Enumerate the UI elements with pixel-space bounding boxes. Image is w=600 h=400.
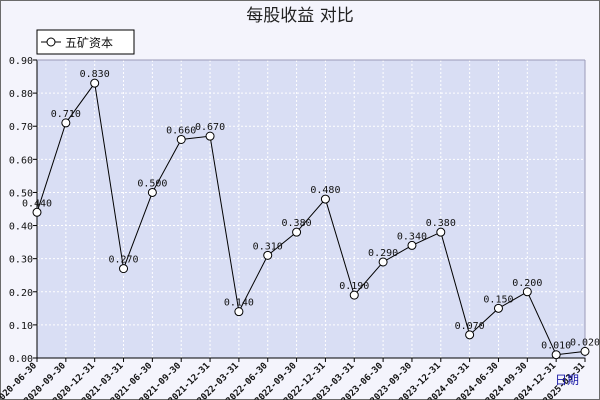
data-points (32, 78, 590, 360)
data-label: 0.440 (22, 198, 52, 209)
data-label: 0.070 (455, 321, 485, 332)
data-label: 0.340 (397, 231, 427, 242)
data-label: 0.380 (426, 218, 456, 229)
data-point (292, 227, 302, 237)
data-label: 0.290 (368, 248, 398, 259)
data-point (263, 250, 273, 260)
data-point (176, 134, 186, 144)
data-point (378, 257, 388, 267)
data-label: 0.010 (541, 341, 571, 352)
y-tick-label: 0.90 (9, 56, 33, 67)
y-tick-label: 0.80 (9, 89, 33, 100)
data-label: 0.270 (108, 255, 138, 266)
legend: 五矿资本 (36, 29, 135, 55)
data-label: 0.500 (137, 178, 167, 189)
data-label: 0.200 (512, 278, 542, 289)
data-point (234, 307, 244, 317)
y-axis-ticks: 0.00 0.10 0.20 0.30 0.40 0.50 0.60 0.70 0.80 0.90 (9, 56, 37, 365)
legend-marker-icon (46, 37, 56, 47)
data-point (119, 264, 129, 274)
y-tick-label: 0.00 (9, 354, 33, 365)
data-point (493, 303, 503, 313)
y-tick-label: 0.30 (9, 255, 33, 266)
y-tick-label: 0.40 (9, 222, 33, 233)
data-label: 0.150 (483, 294, 513, 305)
x-axis-ticks: 2020-06-302020-09-302020-12-312021-03-31… (0, 358, 587, 400)
data-label: 0.480 (310, 185, 340, 196)
x-axis-label: 日期 (555, 373, 579, 387)
data-label: 0.380 (282, 218, 312, 229)
data-point (205, 131, 215, 141)
data-point (32, 207, 42, 217)
data-point (522, 287, 532, 297)
series-line (36, 81, 586, 356)
data-point (61, 118, 71, 128)
legend-label: 五矿资本 (65, 36, 113, 50)
y-tick-label: 0.20 (9, 288, 33, 299)
data-label: 0.020 (570, 337, 600, 348)
data-label: 0.660 (166, 125, 196, 136)
data-point (349, 290, 359, 300)
data-label: 0.140 (224, 298, 254, 309)
data-point (90, 78, 100, 88)
data-point (320, 194, 330, 204)
data-label: 0.830 (80, 69, 110, 80)
y-tick-label: 0.70 (9, 122, 33, 133)
data-point (436, 227, 446, 237)
data-label: 0.670 (195, 122, 225, 133)
data-point (465, 330, 475, 340)
chart-title: 每股收益 对比 (246, 6, 353, 26)
data-label: 0.190 (339, 281, 369, 292)
data-point (580, 346, 590, 356)
data-point (551, 350, 561, 360)
y-tick-label: 0.50 (9, 188, 33, 199)
series-line-path (36, 81, 586, 356)
y-tick-label: 0.60 (9, 155, 33, 166)
data-point (407, 240, 417, 250)
data-point (147, 187, 157, 197)
data-label: 0.310 (253, 241, 283, 252)
plot-area (37, 60, 585, 358)
data-label: 0.710 (51, 109, 81, 120)
y-tick-label: 0.10 (9, 321, 33, 332)
